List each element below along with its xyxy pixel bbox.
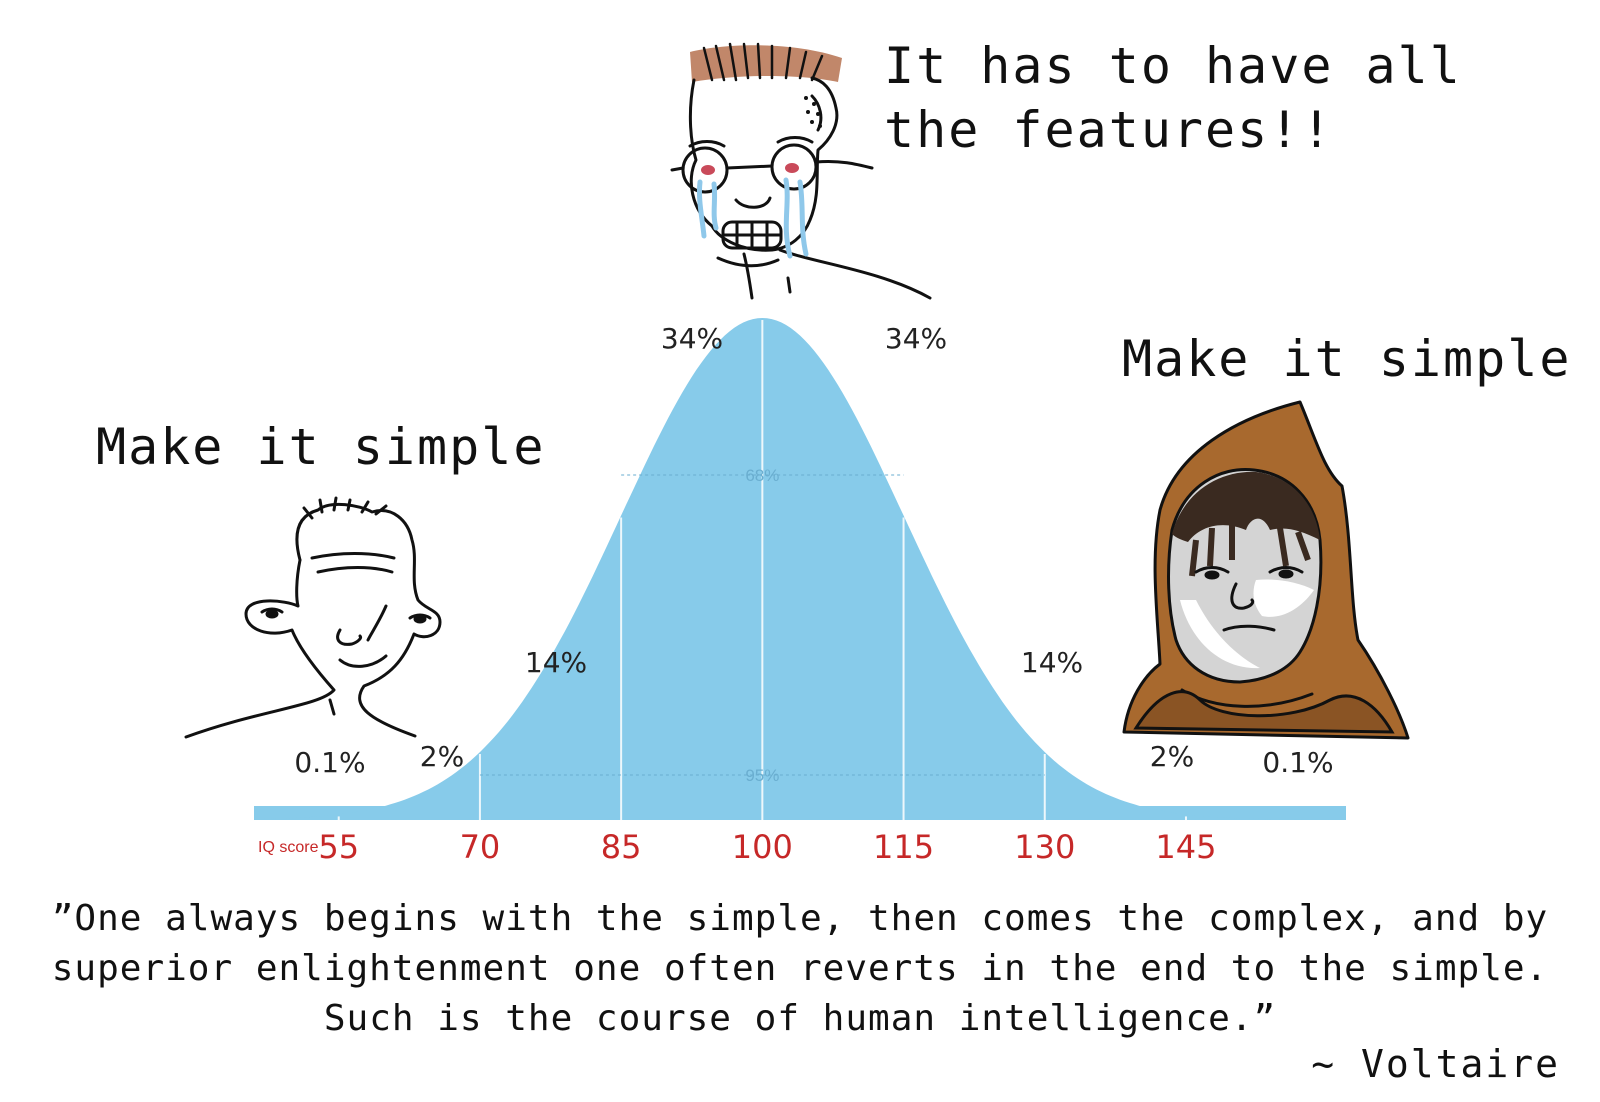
voltaire-quote: ”One always begins with the simple, then… [51, 898, 1549, 1039]
caption-right: Make it simple [1122, 330, 1572, 388]
caption-top: It has to have all the features!! [884, 37, 1462, 159]
curve-area [254, 318, 1346, 820]
band-label: 0.1% [1262, 746, 1333, 779]
quote-author: ~ Voltaire [1311, 1042, 1560, 1086]
band-label: 2% [420, 740, 464, 773]
x-tick-label: 145 [1155, 828, 1216, 866]
range-label: 95% [745, 766, 779, 785]
x-tick-label: 55 [318, 828, 359, 866]
crying-nerd-wojak [670, 42, 932, 300]
x-tick-label: 130 [1014, 828, 1075, 866]
hooded-monk-wojak [1122, 400, 1410, 740]
caption-left: Make it simple [96, 418, 546, 476]
band-label: 34% [885, 322, 947, 355]
band-label: 14% [525, 646, 587, 679]
range-label: 68% [745, 466, 779, 485]
x-tick-label: 100 [732, 828, 793, 866]
low-iq-wojak [184, 496, 442, 739]
band-label: 14% [1021, 646, 1083, 679]
x-axis-label: IQ score [258, 839, 319, 856]
x-tick-label: 70 [460, 828, 501, 866]
x-tick-label: 115 [873, 828, 934, 866]
band-label: 0.1% [294, 746, 365, 779]
band-label: 2% [1150, 740, 1194, 773]
bell-curve-chart: 68% 95% 0.1% 2% 14% 34% 34% 14% 2% 0.1% 55 70 85 100 1… [254, 318, 1346, 866]
x-tick-label: 85 [601, 828, 642, 866]
band-label: 34% [661, 322, 723, 355]
